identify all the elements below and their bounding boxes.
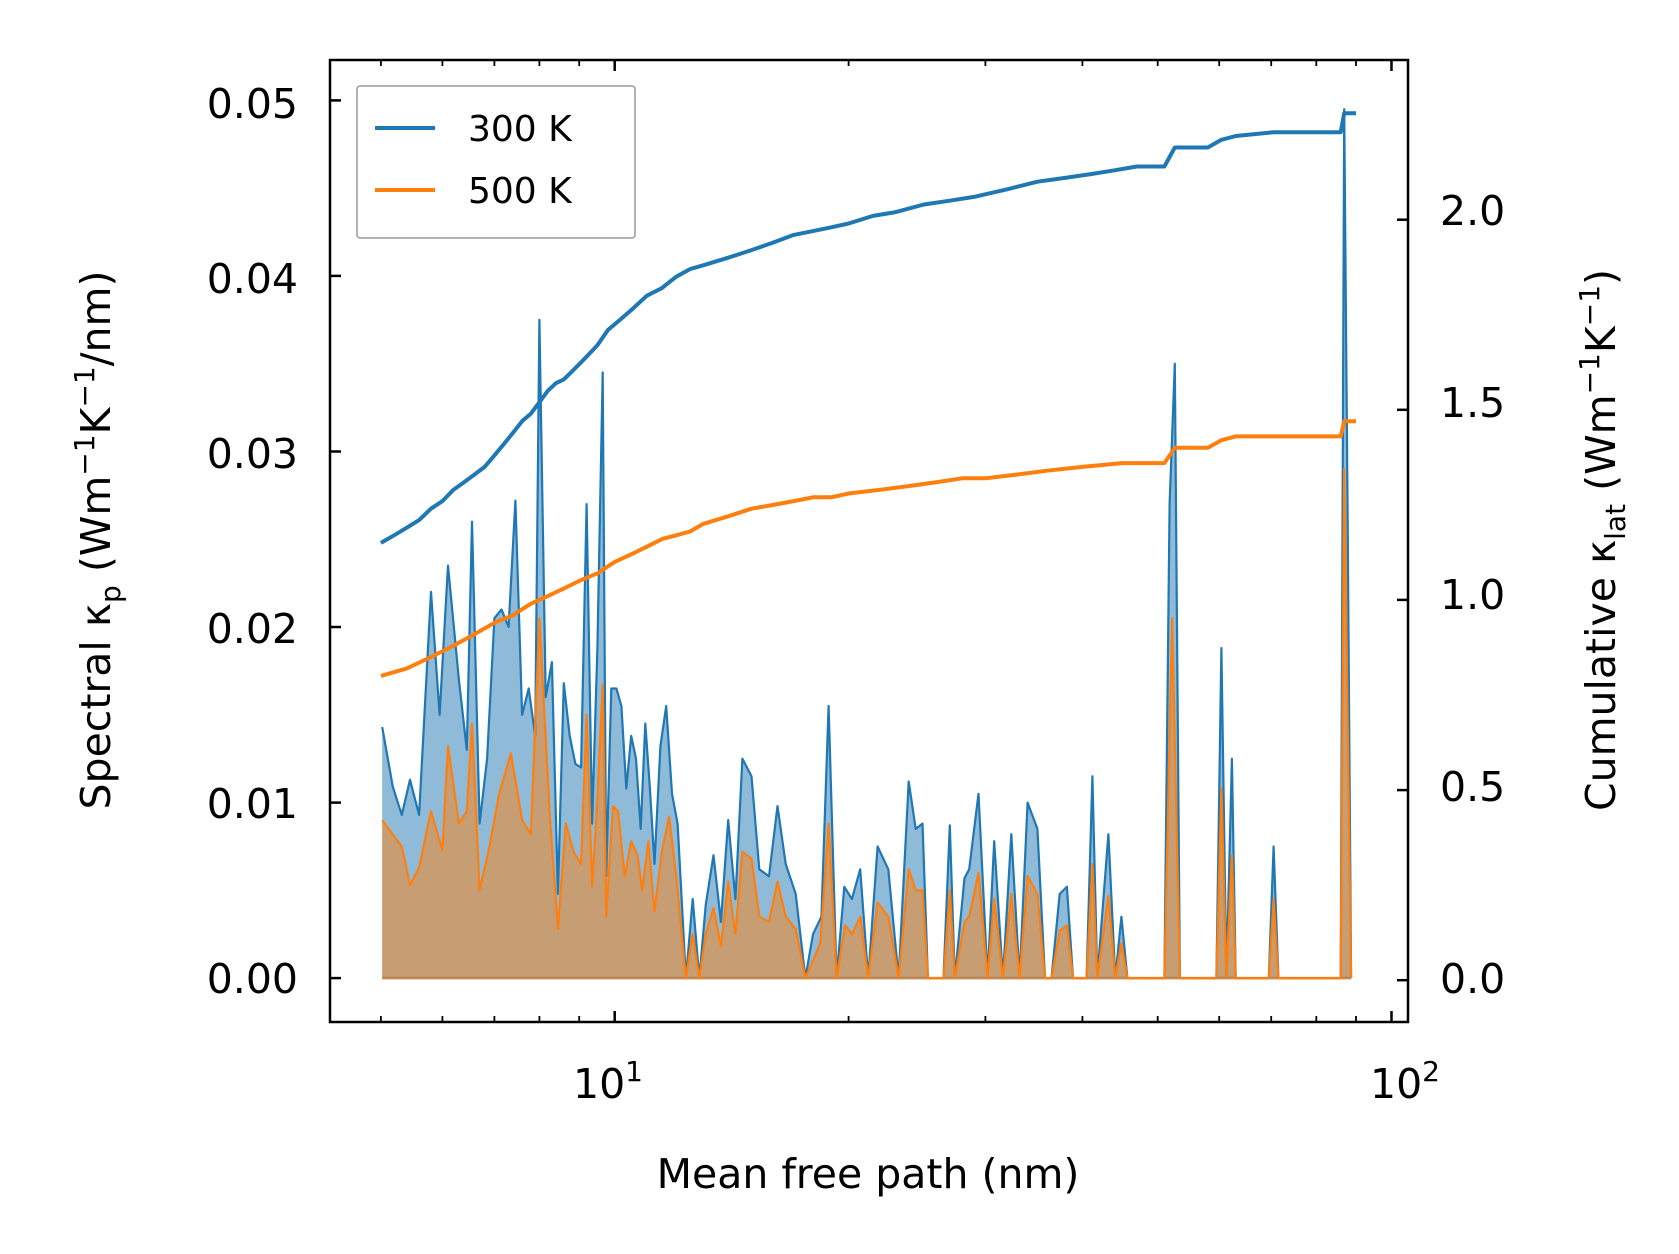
y-right-axis-label: Cumulative κlat (Wm−1K−1)	[1573, 269, 1632, 811]
y-left-axis-label: Spectral κp (Wm−1K−1/nm)	[68, 271, 127, 810]
legend-label-300k: 300 K	[468, 109, 573, 150]
axis-ticks	[330, 60, 1408, 1022]
cumulative-line-300k	[379, 111, 1356, 545]
spectral-line-300k	[381, 108, 1353, 980]
cumulative-lines	[379, 111, 1356, 678]
y-left-tick-label: 0.05	[207, 80, 298, 128]
plot-frame	[328, 58, 1410, 1024]
y-left-tick-label: 0.02	[207, 605, 298, 653]
y-left-tick-label: 0.03	[207, 430, 298, 478]
y-right-tick-label: 0.5	[1440, 763, 1505, 811]
y-left-tick-label: 0.00	[207, 955, 298, 1003]
x-tick-label-10: 101	[573, 1055, 643, 1108]
y-left-tick-label: 0.01	[207, 780, 298, 828]
spectral-fills	[382, 109, 1352, 979]
x-axis-label: Mean free path (nm)	[657, 1150, 1080, 1198]
y-right-tick-label: 2.0	[1440, 187, 1505, 235]
legend-box	[356, 85, 636, 239]
legend: 300 K 500 K	[356, 85, 636, 239]
x-tick-label-100: 102	[1370, 1055, 1440, 1108]
y-right-tick-label: 1.5	[1440, 379, 1505, 427]
cumulative-line-500k	[380, 419, 1356, 678]
y-left-tick-label: 0.04	[207, 255, 298, 303]
spectral-lines	[381, 108, 1353, 980]
spectral-fill-500k	[382, 469, 1352, 979]
spectral-line-500k	[381, 467, 1353, 980]
legend-label-500k: 500 K	[468, 171, 573, 212]
y-right-tick-label: 0.0	[1440, 955, 1505, 1003]
y-right-tick-label: 1.0	[1440, 571, 1505, 619]
